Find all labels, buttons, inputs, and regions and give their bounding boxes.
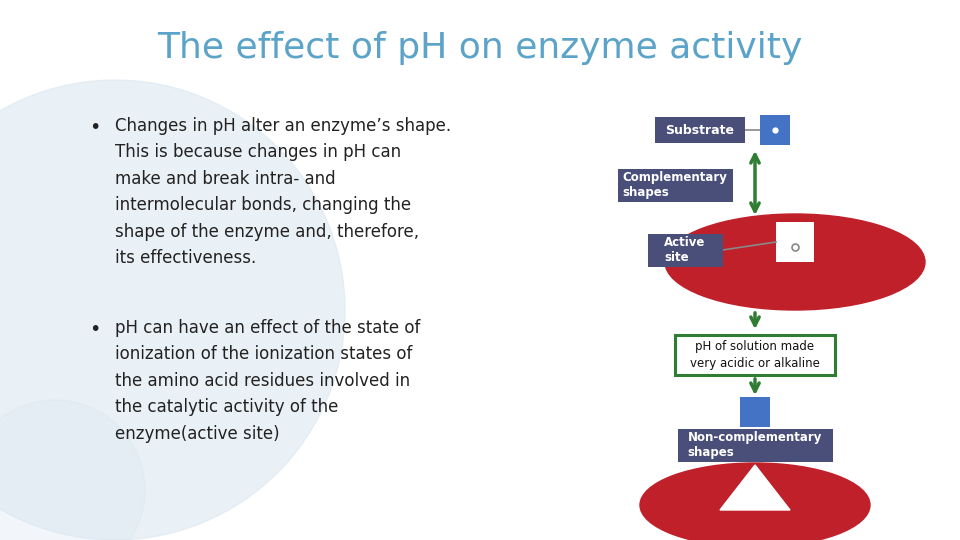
Text: pH of solution made
very acidic or alkaline: pH of solution made very acidic or alkal… — [690, 340, 820, 370]
FancyBboxPatch shape — [776, 222, 814, 262]
Text: •: • — [89, 118, 101, 137]
Ellipse shape — [665, 214, 925, 310]
Text: •: • — [89, 320, 101, 339]
FancyBboxPatch shape — [678, 429, 832, 462]
Text: Changes in pH alter an enzyme’s shape.
This is because changes in pH can
make an: Changes in pH alter an enzyme’s shape. T… — [115, 117, 451, 267]
FancyBboxPatch shape — [760, 115, 790, 145]
Circle shape — [0, 80, 345, 540]
FancyBboxPatch shape — [655, 117, 745, 143]
Text: Complementary
shapes: Complementary shapes — [623, 171, 728, 199]
Text: Substrate: Substrate — [665, 124, 734, 137]
Text: The effect of pH on enzyme activity: The effect of pH on enzyme activity — [157, 31, 803, 65]
Text: Non-complementary
shapes: Non-complementary shapes — [687, 431, 822, 459]
Circle shape — [0, 400, 145, 540]
FancyBboxPatch shape — [740, 397, 770, 427]
Ellipse shape — [640, 463, 870, 540]
Text: Active
site: Active site — [664, 236, 706, 264]
FancyBboxPatch shape — [617, 168, 732, 201]
FancyBboxPatch shape — [675, 335, 835, 375]
Text: pH can have an effect of the state of
ionization of the ionization states of
the: pH can have an effect of the state of io… — [115, 319, 420, 443]
FancyBboxPatch shape — [647, 233, 723, 267]
Polygon shape — [720, 465, 790, 510]
